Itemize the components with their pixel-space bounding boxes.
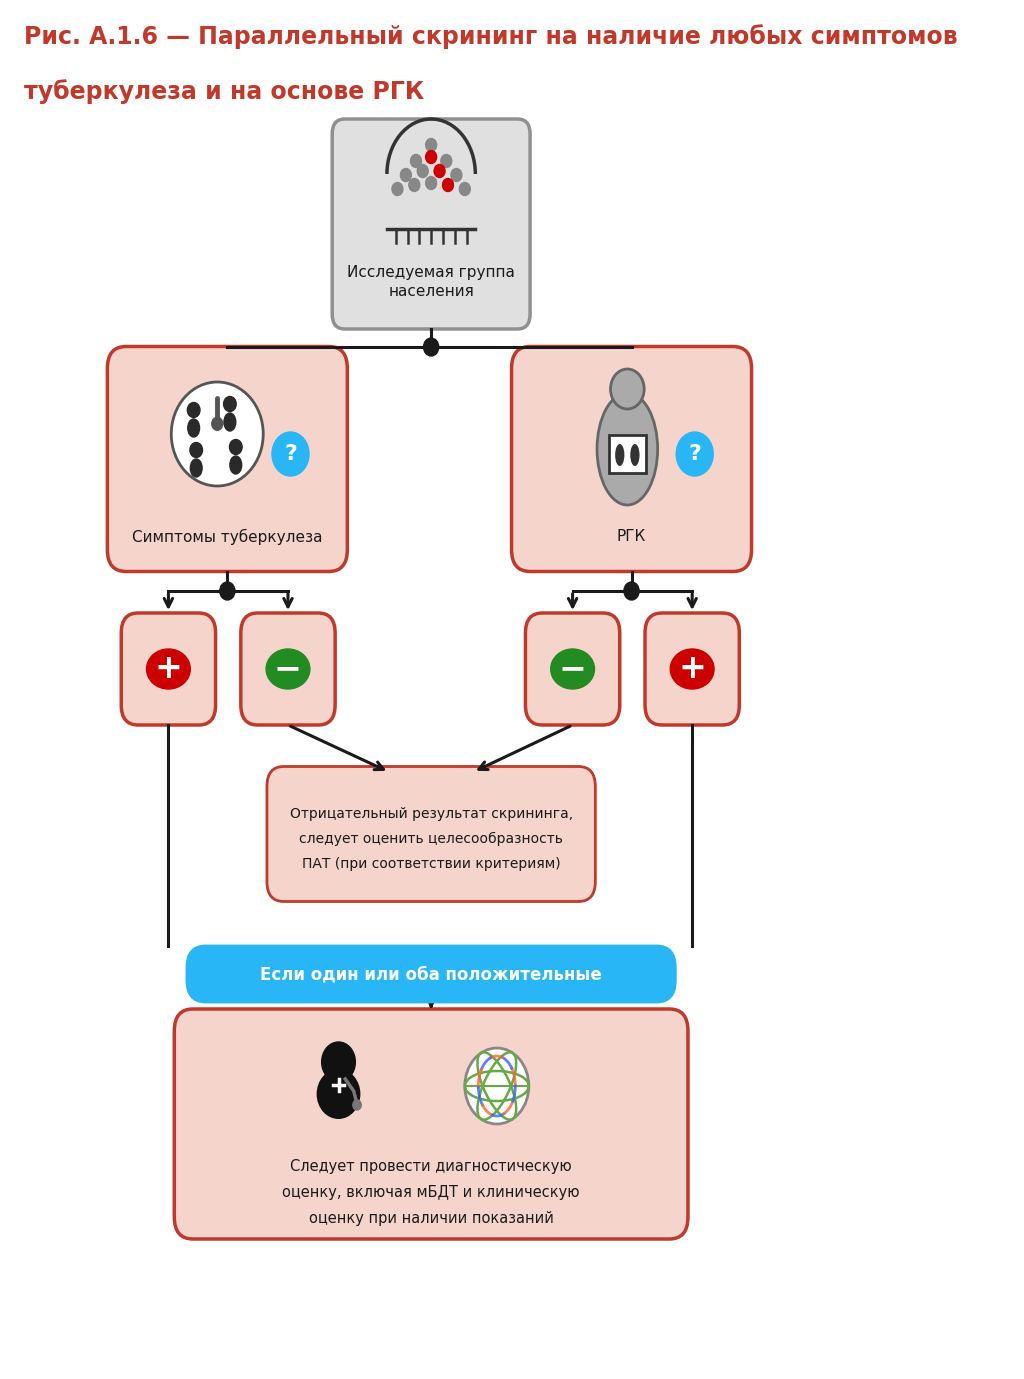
Ellipse shape: [266, 650, 310, 690]
Circle shape: [440, 154, 452, 167]
Circle shape: [212, 418, 223, 430]
FancyBboxPatch shape: [609, 434, 646, 473]
Text: Следует провести диагностическую: Следует провести диагностическую: [291, 1158, 572, 1174]
Text: оценку, включая мБДТ и клиническую: оценку, включая мБДТ и клиническую: [283, 1185, 580, 1200]
Circle shape: [400, 168, 412, 182]
FancyBboxPatch shape: [267, 767, 595, 902]
Text: ?: ?: [284, 444, 297, 463]
Ellipse shape: [316, 1069, 360, 1118]
Ellipse shape: [229, 456, 242, 474]
FancyBboxPatch shape: [187, 946, 676, 1003]
Circle shape: [187, 403, 200, 418]
Text: Симптомы туберкулеза: Симптомы туберкулеза: [132, 530, 323, 545]
Ellipse shape: [171, 382, 263, 485]
Text: оценку при наличии показаний: оценку при наличии показаний: [308, 1211, 554, 1226]
FancyBboxPatch shape: [525, 614, 620, 725]
FancyBboxPatch shape: [512, 346, 752, 571]
FancyBboxPatch shape: [108, 346, 347, 571]
Circle shape: [411, 154, 422, 167]
Ellipse shape: [187, 419, 200, 437]
Ellipse shape: [631, 444, 640, 466]
Circle shape: [229, 440, 242, 455]
Circle shape: [272, 432, 309, 476]
Circle shape: [624, 582, 639, 600]
Circle shape: [451, 168, 462, 182]
Text: РГК: РГК: [616, 530, 646, 545]
Circle shape: [417, 164, 428, 178]
Text: +: +: [678, 652, 707, 685]
Text: ПАТ (при соответствии критериям): ПАТ (при соответствии критериям): [302, 856, 560, 872]
Text: Если один или оба положительные: Если один или оба положительные: [260, 965, 602, 983]
Circle shape: [426, 177, 436, 189]
Text: −: −: [559, 652, 587, 685]
Ellipse shape: [224, 412, 236, 432]
Ellipse shape: [551, 650, 595, 690]
FancyBboxPatch shape: [121, 614, 216, 725]
Ellipse shape: [146, 650, 190, 690]
Ellipse shape: [190, 459, 202, 477]
Circle shape: [426, 138, 436, 152]
FancyBboxPatch shape: [645, 614, 739, 725]
Ellipse shape: [671, 650, 714, 690]
Ellipse shape: [597, 393, 657, 505]
Circle shape: [409, 178, 420, 192]
Circle shape: [426, 150, 436, 164]
Circle shape: [223, 397, 237, 411]
Text: Отрицательный результат скрининга,: Отрицательный результат скрининга,: [290, 807, 572, 821]
Circle shape: [322, 1043, 355, 1083]
Circle shape: [434, 164, 445, 178]
Circle shape: [220, 582, 234, 600]
Circle shape: [353, 1100, 361, 1110]
Text: следует оценить целесообразность: следует оценить целесообразность: [299, 832, 563, 847]
Text: Исследуемая группа
населения: Исследуемая группа населения: [347, 265, 515, 299]
Circle shape: [610, 370, 644, 410]
FancyBboxPatch shape: [174, 1009, 688, 1238]
Text: туберкулеза и на основе РГК: туберкулеза и на основе РГК: [24, 79, 424, 103]
Circle shape: [392, 182, 402, 196]
FancyBboxPatch shape: [241, 614, 335, 725]
Ellipse shape: [615, 444, 625, 466]
Circle shape: [442, 178, 454, 192]
Text: +: +: [155, 652, 182, 685]
FancyBboxPatch shape: [332, 119, 530, 330]
Circle shape: [676, 432, 714, 476]
Circle shape: [189, 443, 203, 458]
Text: Рис. А.1.6 — Параллельный скрининг на наличие любых симптомов: Рис. А.1.6 — Параллельный скрининг на на…: [24, 23, 957, 48]
Circle shape: [460, 182, 470, 196]
Circle shape: [424, 338, 438, 356]
Text: −: −: [274, 652, 302, 685]
Text: ?: ?: [688, 444, 701, 463]
Circle shape: [465, 1048, 528, 1124]
